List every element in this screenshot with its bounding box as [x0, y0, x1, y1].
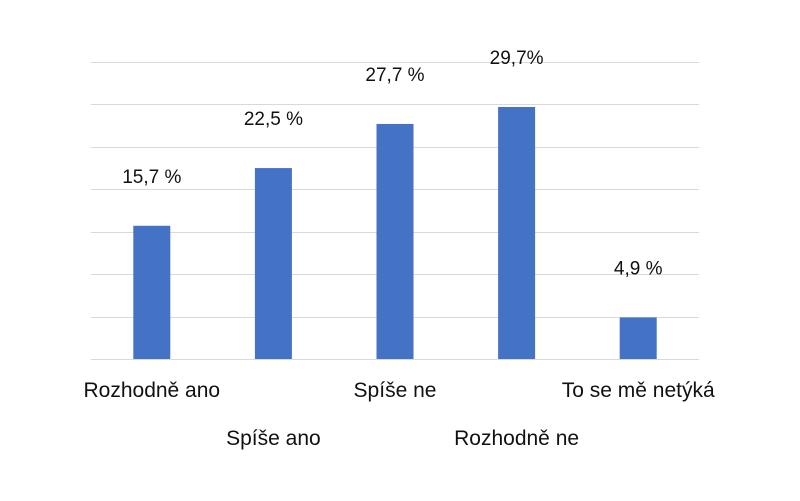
data-label: 29,7%	[490, 48, 544, 69]
bar	[619, 317, 657, 359]
category-tick-label: Rozhodně ne	[454, 427, 579, 450]
data-label: 15,7 %	[122, 167, 181, 188]
category-tick-labels: Rozhodně ano Spíše ano Spíše ne Rozhodně ne…	[83, 379, 714, 450]
category-tick-label: Rozhodně ano	[83, 379, 220, 402]
bar	[498, 106, 536, 359]
bars	[133, 106, 657, 360]
data-label: 4,9 %	[614, 258, 663, 279]
category-tick-label: Spíše ano	[226, 427, 321, 450]
category-tick-label: To se mě netýká	[562, 379, 715, 402]
data-label: 27,7 %	[365, 65, 424, 86]
category-tick-label: Spíše ne	[354, 379, 437, 402]
bar	[254, 168, 292, 359]
bar	[376, 123, 414, 360]
data-label: 22,5 %	[244, 109, 303, 130]
data-labels: 15,7 % 22,5 % 27,7 % 29,7% 4,9 %	[122, 48, 662, 279]
bar	[133, 225, 171, 359]
